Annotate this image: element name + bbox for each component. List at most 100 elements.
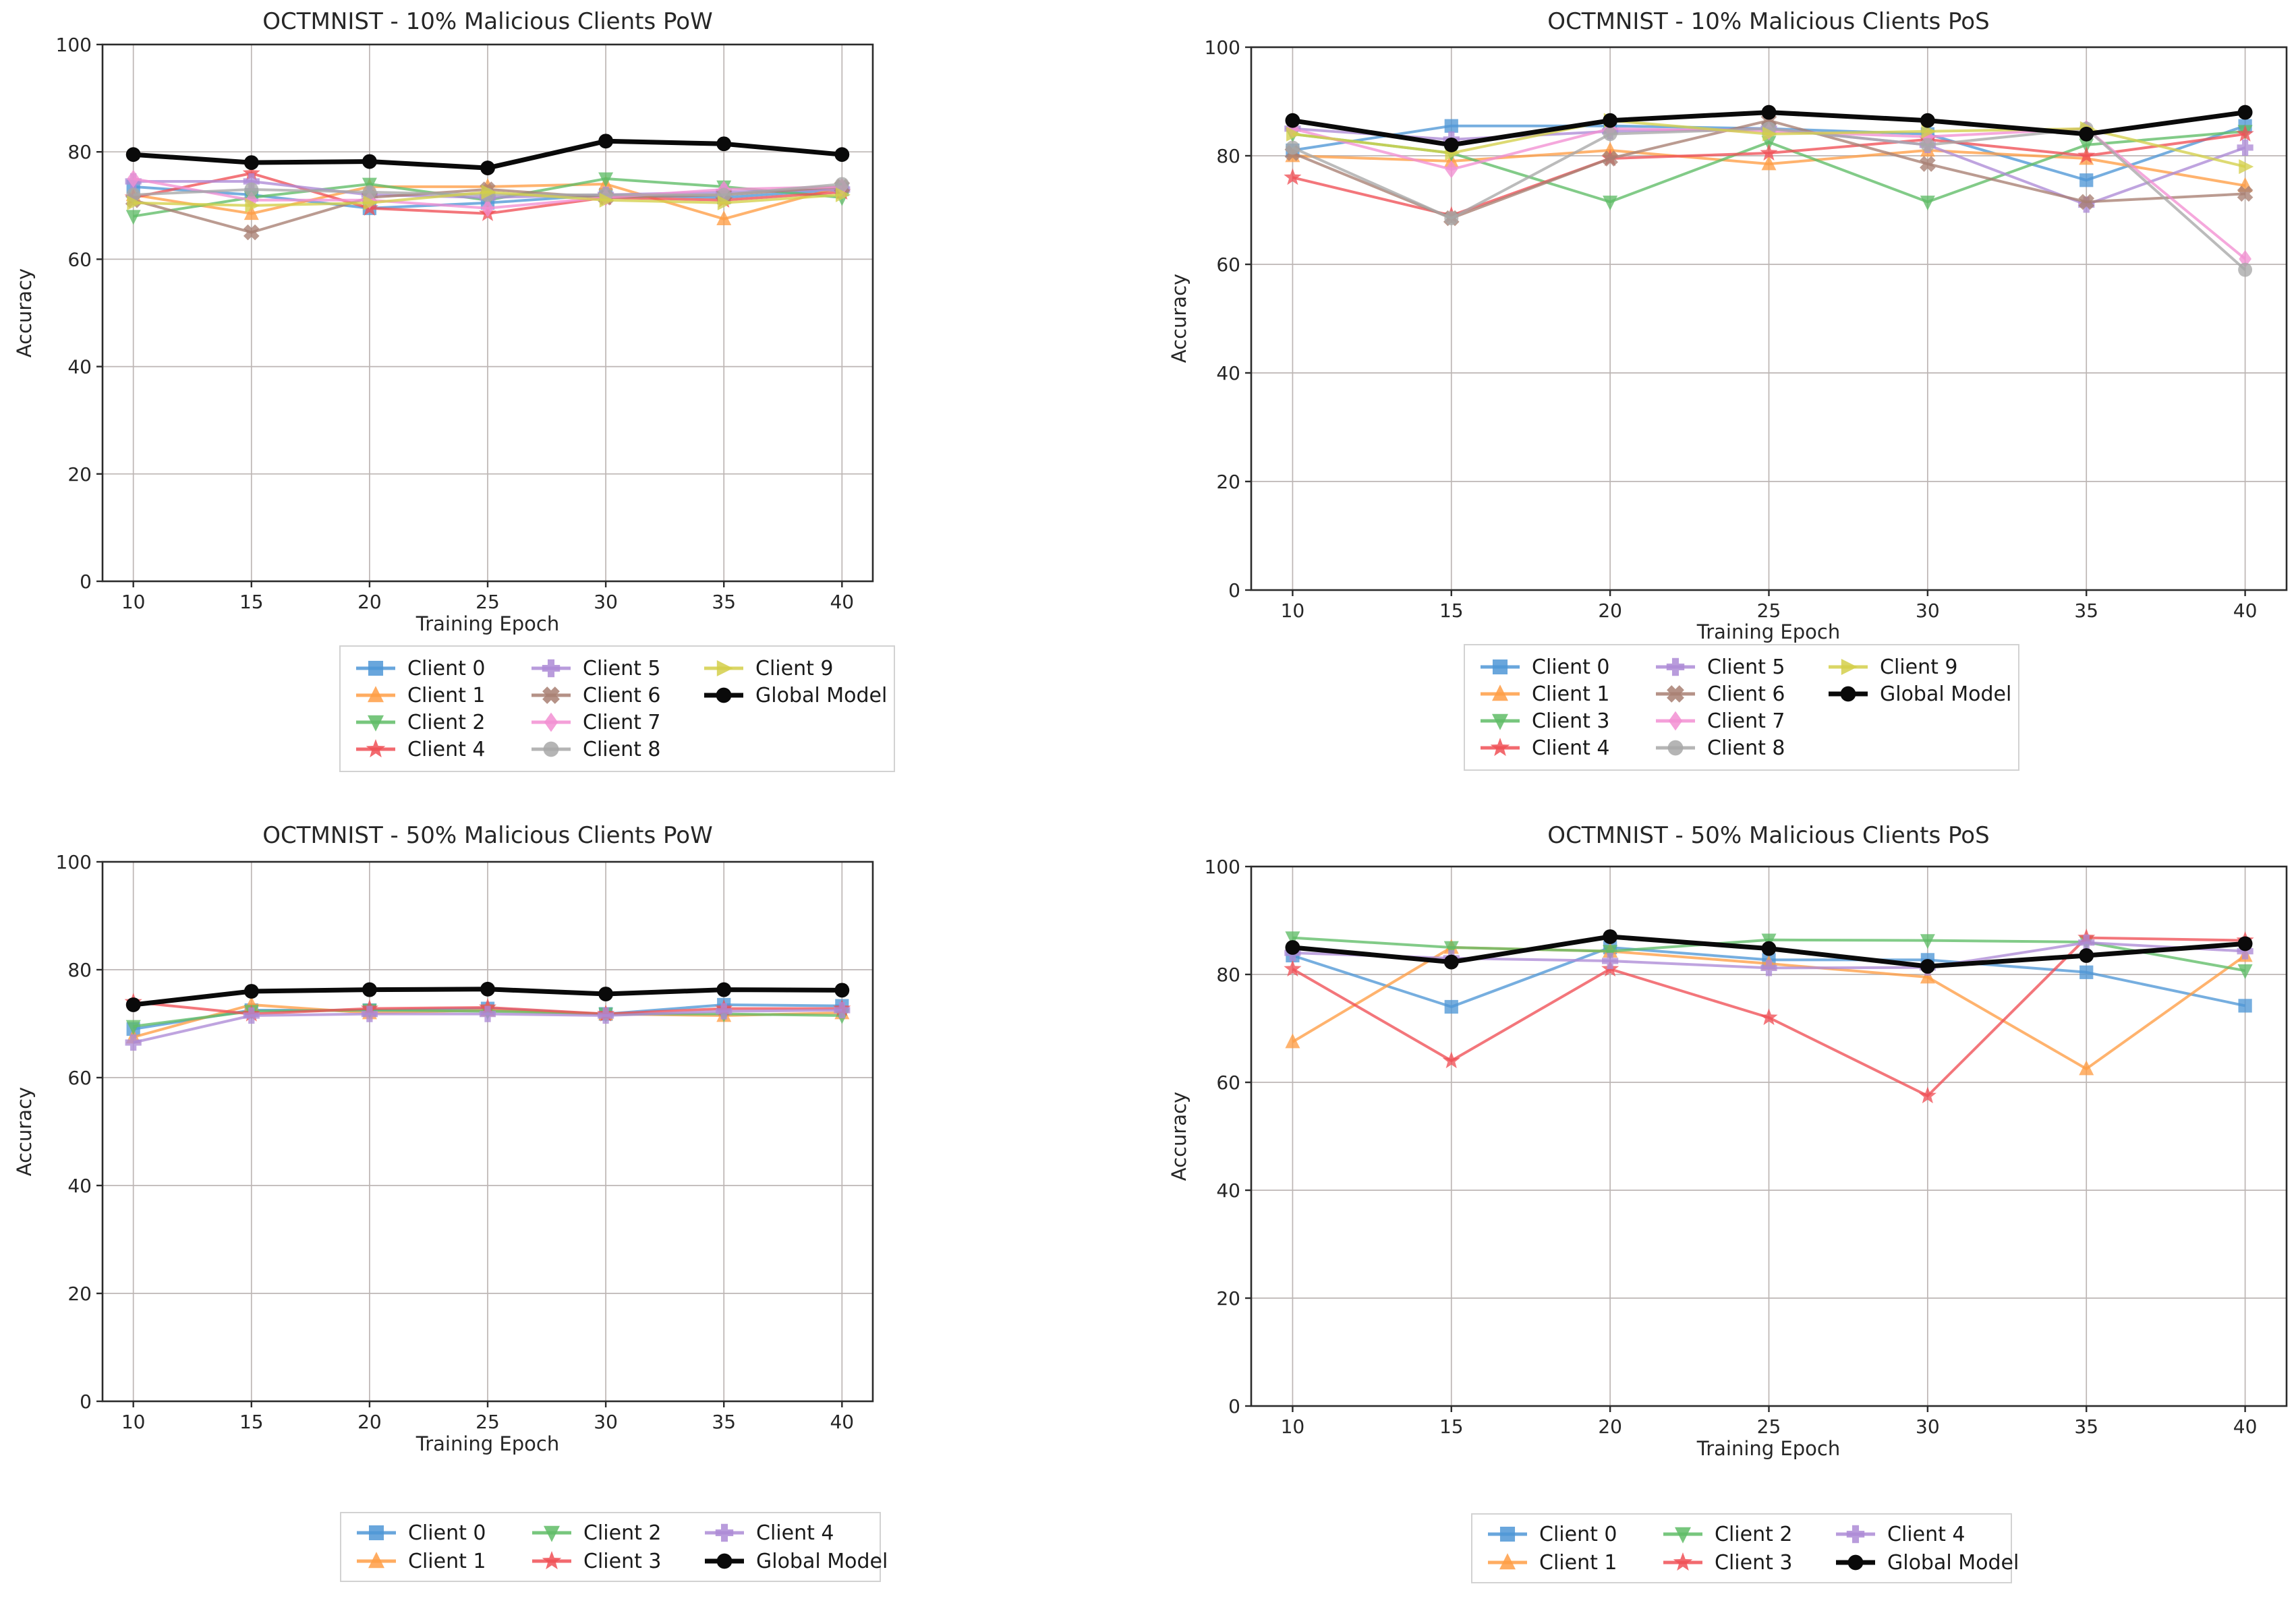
x-axis-label: Training Epoch bbox=[1696, 1437, 1841, 1460]
legend-label: Client 0 bbox=[1539, 1523, 1617, 1546]
chart-panel-pos-10pct: OCTMNIST - 10% Malicious Clients PoS Acc… bbox=[1148, 0, 2296, 804]
legend-label: Client 1 bbox=[408, 1550, 486, 1573]
chart-title: OCTMNIST - 50% Malicious Clients PoS bbox=[1547, 822, 1990, 849]
series-client-9 bbox=[127, 184, 851, 213]
legend-label: Client 4 bbox=[1532, 736, 1609, 760]
x-tick-label: 25 bbox=[476, 1411, 500, 1433]
series-client-4 bbox=[125, 1001, 851, 1051]
y-tick-label: 0 bbox=[80, 571, 92, 593]
chart-panel-pos-50pct: OCTMNIST - 50% Malicious Clients PoS Acc… bbox=[1148, 804, 2296, 1609]
legend-item-client-4: Client 4 bbox=[1836, 1523, 1965, 1546]
y-tick-label: 40 bbox=[67, 1175, 92, 1197]
y-tick-label: 40 bbox=[67, 356, 92, 378]
x-tick-label: 15 bbox=[239, 591, 264, 613]
y-tick-label: 60 bbox=[1216, 1072, 1240, 1094]
legend-item-client-1: Client 1 bbox=[357, 1550, 486, 1573]
legend-item-client-3: Client 3 bbox=[1663, 1551, 1792, 1575]
legend-label: Client 1 bbox=[407, 684, 485, 707]
x-tick-label: 35 bbox=[712, 1411, 736, 1433]
y-tick-label: 60 bbox=[1216, 254, 1240, 276]
legend-item-client-2: Client 2 bbox=[532, 1521, 661, 1545]
line-chart: 10 15 20 25 30 35 40 0 20 40 60 80 100 Client 0 Client… bbox=[56, 34, 895, 772]
y-tick-label: 80 bbox=[67, 959, 92, 981]
legend-label: Client 7 bbox=[583, 711, 660, 734]
legend-item-client-2: Client 2 bbox=[356, 711, 485, 734]
legend-box bbox=[340, 1512, 881, 1582]
legend-label: Client 2 bbox=[583, 1521, 661, 1545]
legend-box bbox=[1471, 1513, 2012, 1583]
legend-label: Global Model bbox=[1887, 1551, 2019, 1575]
x-tick-label: 30 bbox=[1916, 599, 1940, 622]
x-tick-label: 20 bbox=[1598, 1415, 1622, 1438]
legend-label: Client 2 bbox=[407, 711, 485, 734]
legend-label: Client 8 bbox=[583, 738, 660, 761]
x-tick-label: 15 bbox=[1439, 1415, 1464, 1438]
x-tick-label: 30 bbox=[1916, 1415, 1940, 1438]
legend-item-client-5: Client 5 bbox=[532, 657, 660, 680]
legend-item-client-9: Client 9 bbox=[704, 657, 833, 680]
chart-title: OCTMNIST - 50% Malicious Clients PoW bbox=[262, 822, 713, 849]
y-tick-label: 100 bbox=[56, 851, 92, 873]
x-tick-label: 20 bbox=[1598, 599, 1622, 622]
legend-item-client-9: Client 9 bbox=[1829, 655, 1957, 679]
legend-label: Client 4 bbox=[756, 1521, 834, 1545]
chart-title: OCTMNIST - 10% Malicious Clients PoS bbox=[1547, 8, 1990, 35]
chart-panel-pow-10pct: OCTMNIST - 10% Malicious Clients PoW Acc… bbox=[0, 0, 1148, 804]
legend-label: Global Model bbox=[755, 684, 887, 707]
legend-label: Client 6 bbox=[583, 684, 660, 707]
legend-label: Client 2 bbox=[1715, 1523, 1792, 1546]
legend-item-global-model: Global Model bbox=[705, 1550, 888, 1573]
y-tick-label: 0 bbox=[1228, 1395, 1240, 1417]
legend-item-client-1: Client 1 bbox=[1481, 682, 1609, 706]
x-tick-label: 40 bbox=[2233, 599, 2258, 622]
series-global-model bbox=[1285, 929, 2253, 974]
legend-label: Global Model bbox=[756, 1550, 888, 1573]
legend-label: Client 4 bbox=[407, 738, 485, 761]
legend-item-client-4: Client 4 bbox=[705, 1521, 834, 1545]
legend-item-client-0: Client 0 bbox=[1488, 1523, 1617, 1546]
x-tick-label: 25 bbox=[476, 591, 500, 613]
y-tick-label: 100 bbox=[1205, 856, 1240, 878]
x-axis-label: Training Epoch bbox=[1696, 620, 1841, 643]
legend-box bbox=[339, 645, 895, 772]
legend-label: Client 5 bbox=[1707, 655, 1785, 679]
legend-label: Client 0 bbox=[1532, 655, 1609, 679]
legend-item-global-model: Global Model bbox=[1829, 682, 2011, 706]
legend-item-client-0: Client 0 bbox=[357, 1521, 486, 1545]
legend-item-client-3: Client 3 bbox=[532, 1550, 661, 1573]
legend-label: Client 3 bbox=[1715, 1551, 1792, 1575]
series-global-model bbox=[125, 981, 850, 1012]
x-tick-label: 35 bbox=[712, 591, 736, 613]
x-tick-label: 30 bbox=[594, 1411, 618, 1433]
x-tick-label: 10 bbox=[1281, 1415, 1305, 1438]
legend-item-client-5: Client 5 bbox=[1656, 655, 1785, 679]
legend-label: Client 4 bbox=[1887, 1523, 1965, 1546]
legend-label: Client 5 bbox=[583, 657, 660, 680]
y-tick-label: 80 bbox=[1216, 145, 1240, 167]
legend-item-client-1: Client 1 bbox=[1488, 1551, 1617, 1575]
x-tick-label: 40 bbox=[830, 591, 854, 613]
legend-label: Client 6 bbox=[1707, 682, 1785, 706]
x-axis-label: Training Epoch bbox=[415, 612, 560, 635]
legend-item-client-6: Client 6 bbox=[532, 684, 660, 707]
legend-label: Client 1 bbox=[1539, 1551, 1617, 1575]
legend-item-client-2: Client 2 bbox=[1663, 1523, 1792, 1546]
y-tick-label: 60 bbox=[67, 248, 92, 270]
x-tick-label: 35 bbox=[2074, 1415, 2098, 1438]
y-tick-label: 20 bbox=[67, 463, 92, 486]
legend-label: Client 9 bbox=[1880, 655, 1957, 679]
legend-label: Client 1 bbox=[1532, 682, 1609, 706]
legend-item-global-model: Global Model bbox=[1836, 1551, 2019, 1575]
legend-item-client-1: Client 1 bbox=[356, 684, 485, 707]
x-tick-label: 10 bbox=[121, 1411, 146, 1433]
line-chart: 10 15 20 25 30 35 40 0 20 40 60 80 100 Client 0 Client… bbox=[1205, 36, 2288, 771]
legend-item-client-7: Client 7 bbox=[532, 711, 660, 734]
legend-item-global-model: Global Model bbox=[704, 684, 887, 707]
legend-label: Client 0 bbox=[407, 657, 485, 680]
y-tick-label: 40 bbox=[1216, 1179, 1240, 1202]
series-global-model bbox=[125, 134, 850, 176]
x-tick-label: 20 bbox=[357, 1411, 382, 1433]
legend-item-client-3: Client 3 bbox=[1481, 709, 1609, 733]
x-tick-label: 15 bbox=[239, 1411, 264, 1433]
